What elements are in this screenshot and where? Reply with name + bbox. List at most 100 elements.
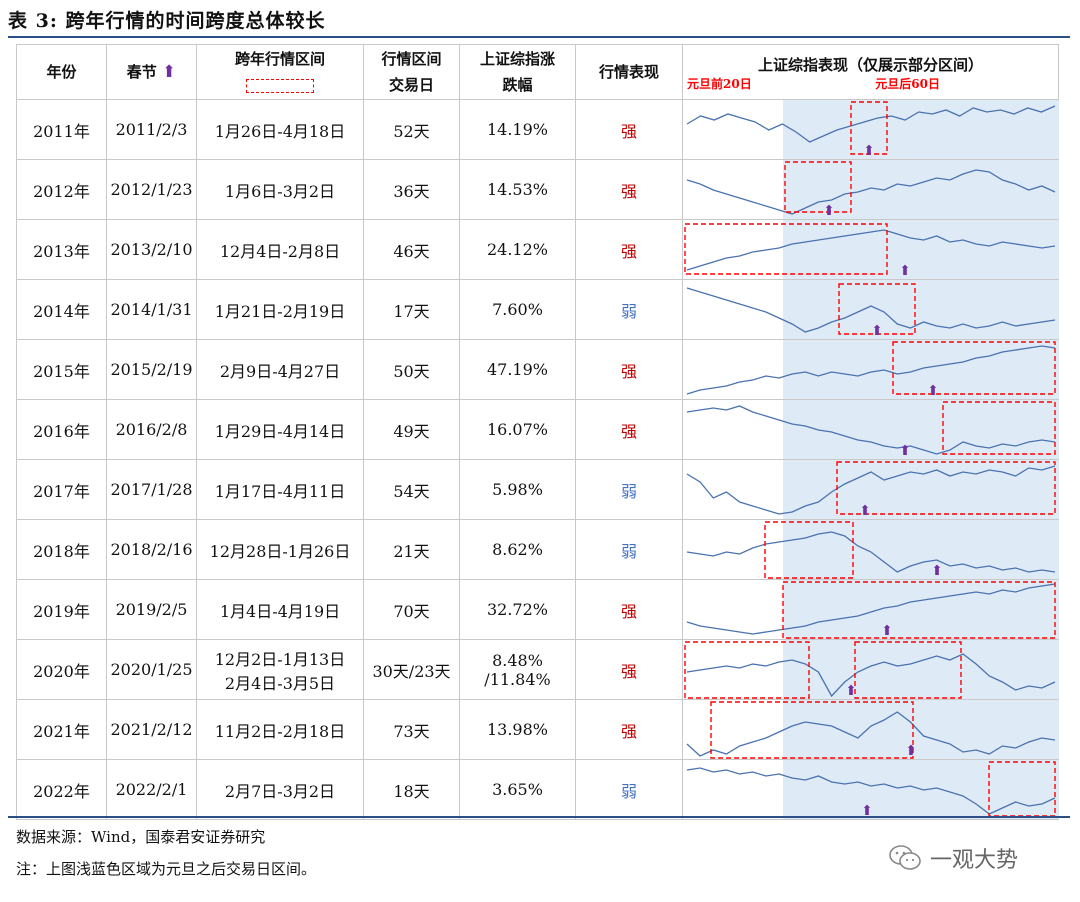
performance-label: 弱	[620, 481, 637, 501]
cell-gain: 8.62%	[459, 519, 576, 580]
cell-year: 2012年	[16, 159, 107, 220]
cell-interval: 1月21日-2月19日	[196, 279, 364, 340]
table-row: 2018年 2018/2/16 12月28日-1月26日 21天 8.62% 弱 ⬆	[16, 519, 1059, 580]
cell-spring: 2018/2/16	[106, 519, 197, 580]
cell-performance: 强	[575, 399, 683, 460]
cell-performance: 强	[575, 219, 683, 280]
cell-days: 21天	[363, 519, 460, 580]
cell-gain: 47.19%	[459, 339, 576, 400]
title-rule	[8, 36, 1070, 38]
cell-spring: 2014/1/31	[106, 279, 197, 340]
cell-interval: 11月2日-2月18日	[196, 699, 364, 760]
cell-gain: 32.72%	[459, 579, 576, 640]
post-newyear-shade	[783, 100, 1059, 159]
cell-days: 70天	[363, 579, 460, 640]
cell-interval: 1月29日-4月14日	[196, 399, 364, 460]
post-newyear-shade	[783, 400, 1059, 459]
cell-days: 50天	[363, 339, 460, 400]
performance-label: 强	[620, 181, 637, 201]
header-row: 年份 春节 ⬆ 跨年行情区间 行情区间 交易日 上证综指涨 跌幅 行情表现 上证综指…	[16, 44, 1059, 100]
spring-festival-arrow-icon: ⬆	[871, 323, 883, 339]
table-row: 2014年 2014/1/31 1月21日-2月19日 17天 7.60% 弱 ⬆	[16, 279, 1059, 340]
performance-label: 强	[620, 241, 637, 261]
cell-spring: 2019/2/5	[106, 579, 197, 640]
index-sparkline: ⬆	[686, 160, 1059, 219]
index-line	[686, 531, 1056, 573]
cell-spring: 2020/1/25	[106, 639, 197, 700]
arrow-up-icon: ⬆	[162, 62, 177, 82]
post-newyear-shade	[783, 340, 1059, 399]
rally-interval-box	[710, 701, 914, 759]
index-sparkline: ⬆	[686, 460, 1059, 519]
header-spring-label: 春节	[126, 63, 157, 81]
index-line	[686, 583, 1056, 635]
rally-interval-box	[892, 341, 1056, 395]
cell-gain: 13.98%	[459, 699, 576, 760]
cell-interval: 12月28日-1月26日	[196, 519, 364, 580]
table-row: 2012年 2012/1/23 1月6日-3月2日 36天 14.53% 强 ⬆	[16, 159, 1059, 220]
index-sparkline: ⬆	[684, 640, 1059, 699]
post-newyear-shade	[783, 220, 1059, 279]
header-gain-line1: 上证综指涨	[479, 50, 555, 68]
cell-chart: ⬆	[682, 399, 1059, 460]
cell-chart: ⬆	[682, 159, 1059, 220]
index-line	[686, 767, 1056, 815]
cell-gain: 3.65%	[459, 759, 576, 820]
gain-line1: 8.48%	[492, 650, 543, 670]
cell-interval: 1月6日-3月2日	[196, 159, 364, 220]
rally-interval-box	[854, 641, 962, 699]
table-row: 2015年 2015/2/19 2月9日-4月27日 50天 47.19% 强 ⬆	[16, 339, 1059, 400]
rally-interval-box	[942, 401, 1056, 455]
cell-performance: 强	[575, 579, 683, 640]
table-row: 2016年 2016/2/8 1月29日-4月14日 49天 16.07% 强 ⬆	[16, 399, 1059, 460]
cell-gain: 14.53%	[459, 159, 576, 220]
gain-line2: /11.84%	[484, 669, 551, 689]
table-row: 2021年 2021/2/12 11月2日-2月18日 73天 13.98% 强 ⬆	[16, 699, 1059, 760]
cell-spring: 2017/1/28	[106, 459, 197, 520]
index-sparkline: ⬆	[686, 400, 1059, 459]
index-sparkline: ⬆	[686, 580, 1059, 639]
post-newyear-shade	[783, 580, 1059, 639]
rally-interval-box	[684, 641, 810, 699]
rally-interval-box	[836, 461, 1056, 515]
header-interval-label: 跨年行情区间	[234, 50, 325, 68]
index-sparkline: ⬆	[684, 220, 1059, 279]
cell-spring: 2021/2/12	[106, 699, 197, 760]
rally-interval-box	[684, 223, 888, 275]
performance-label: 弱	[620, 781, 637, 801]
rally-table: 年份 春节 ⬆ 跨年行情区间 行情区间 交易日 上证综指涨 跌幅 行情表现 上证综指…	[16, 44, 1059, 820]
post-newyear-shade	[783, 700, 1059, 759]
source-note: 数据来源：Wind，国泰君安证券研究	[16, 828, 266, 846]
cell-gain: 24.12%	[459, 219, 576, 280]
cell-days: 30天/23天	[363, 639, 460, 700]
cell-chart: ⬆	[682, 339, 1059, 400]
index-line	[686, 345, 1056, 395]
spring-festival-arrow-icon: ⬆	[859, 503, 871, 519]
post-newyear-shade	[783, 460, 1059, 519]
cell-year: 2020年	[16, 639, 107, 700]
cell-year: 2019年	[16, 579, 107, 640]
chart-left-label: 元旦前20日	[687, 77, 752, 91]
rally-interval-box	[764, 521, 854, 579]
post-newyear-shade	[783, 160, 1059, 219]
cell-days: 18天	[363, 759, 460, 820]
cell-chart: ⬆	[682, 519, 1059, 580]
spring-festival-arrow-icon: ⬆	[899, 263, 911, 279]
index-line	[686, 465, 1056, 515]
header-year: 年份	[16, 44, 107, 100]
table-row: 2017年 2017/1/28 1月17日-4月11日 54天 5.98% 弱 ⬆	[16, 459, 1059, 520]
cell-days: 52天	[363, 99, 460, 160]
performance-label: 强	[620, 121, 637, 141]
header-spring: 春节 ⬆	[106, 44, 197, 100]
index-sparkline: ⬆	[686, 100, 1059, 159]
cell-gain: 7.60%	[459, 279, 576, 340]
wechat-icon	[889, 845, 921, 870]
index-line	[686, 711, 1056, 757]
cell-days: 46天	[363, 219, 460, 280]
index-sparkline: ⬆	[686, 280, 1059, 339]
cell-year: 2022年	[16, 759, 107, 820]
cell-year: 2011年	[16, 99, 107, 160]
header-gain: 上证综指涨 跌幅	[459, 44, 576, 100]
performance-label: 强	[620, 601, 637, 621]
post-newyear-shade	[783, 280, 1059, 339]
